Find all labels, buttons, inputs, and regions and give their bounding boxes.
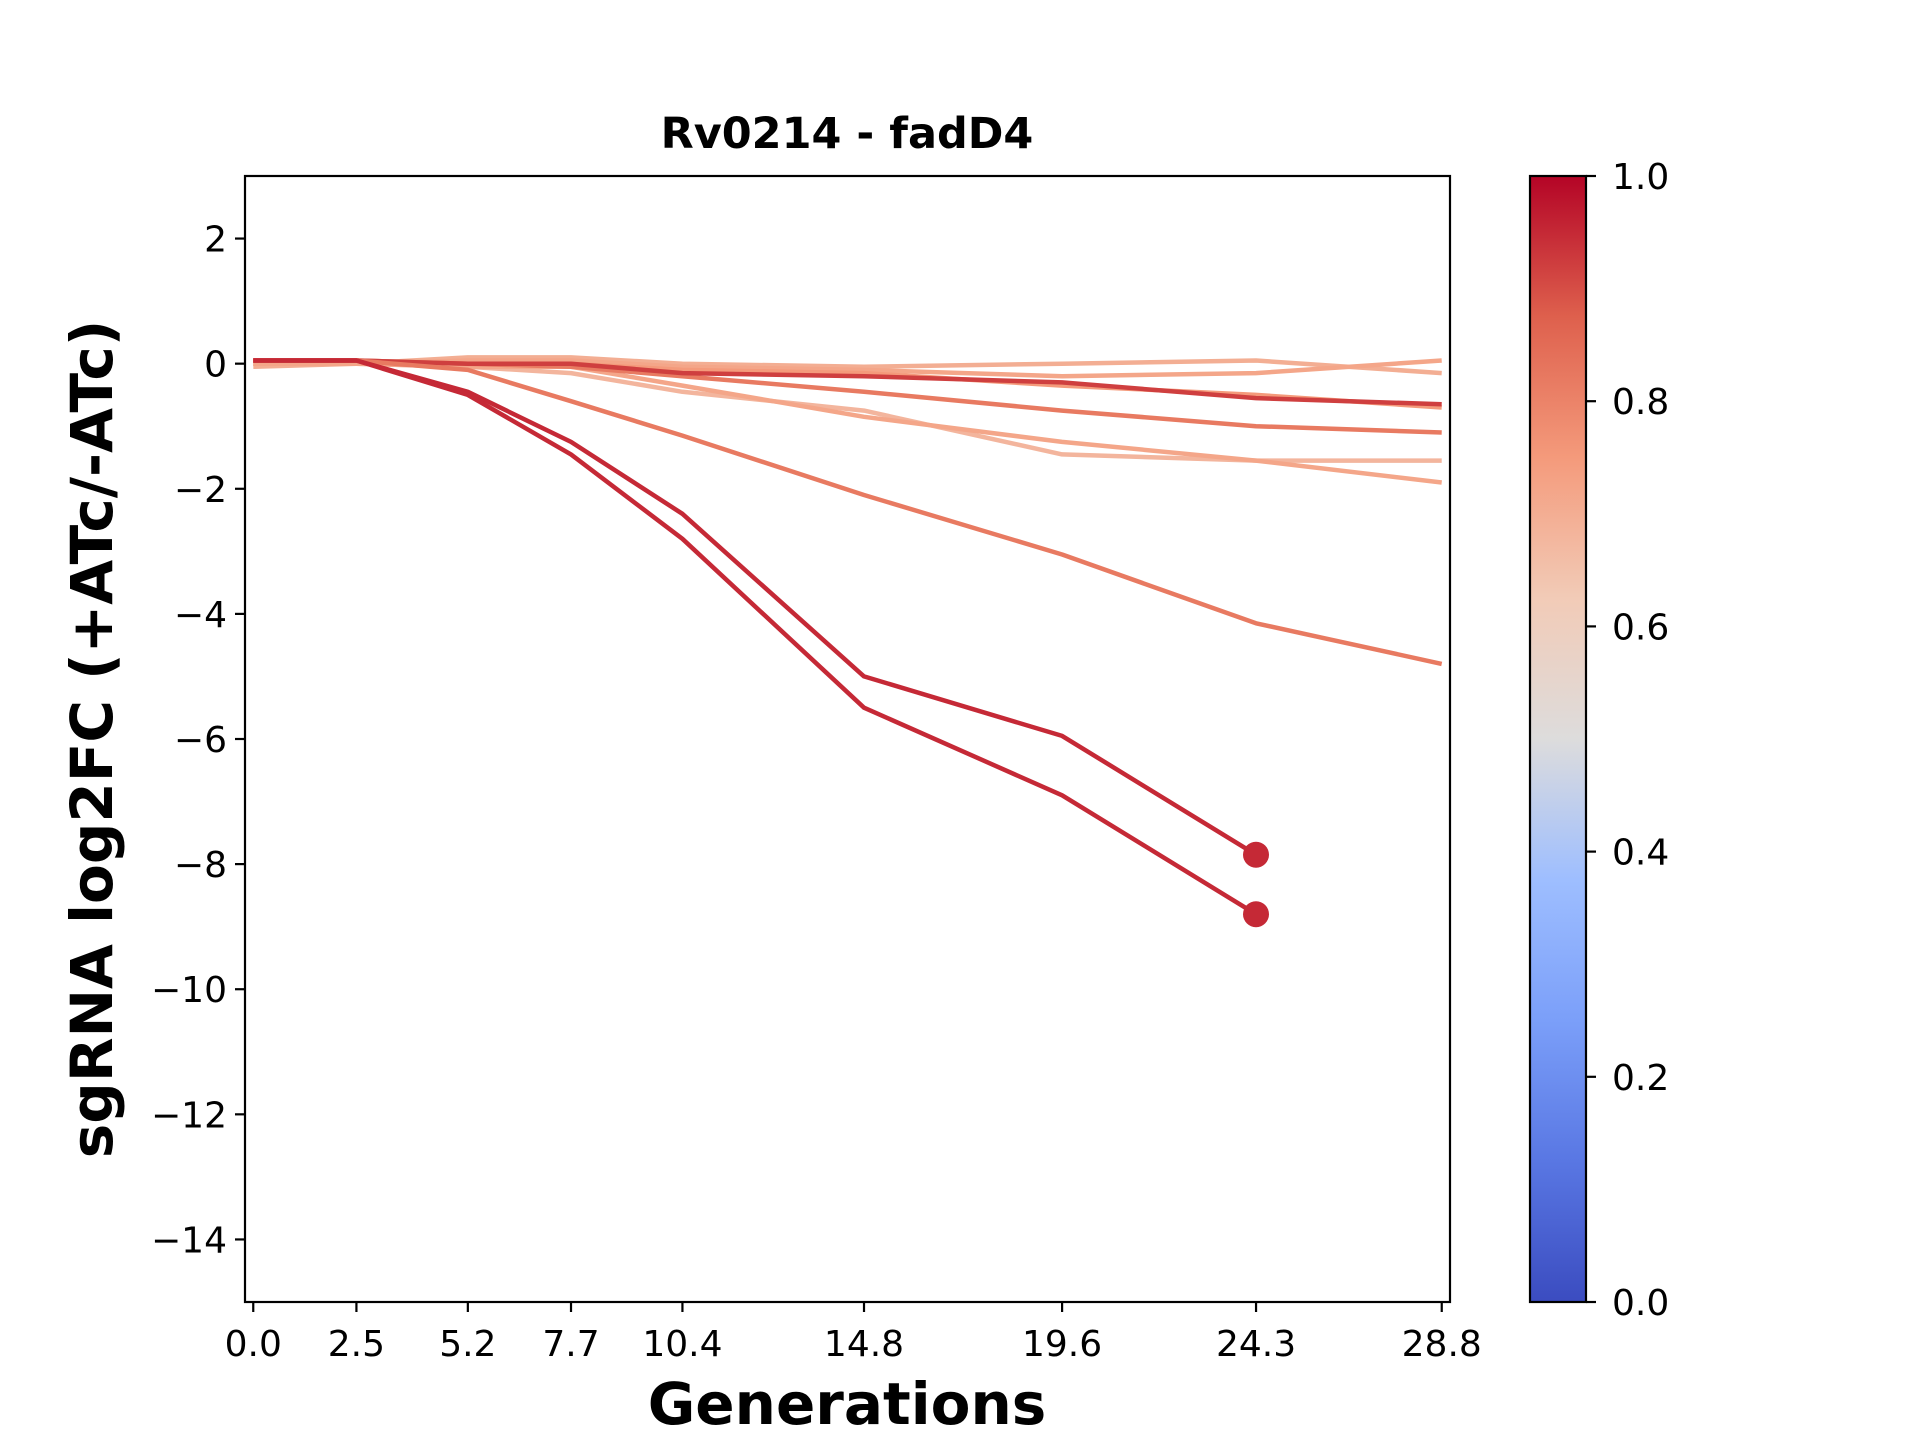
x-axis: 0.0 2.5 5.2 7.7 10.4 14.8 19.6 24.3 28.8 — [225, 1302, 1482, 1365]
x-axis-label: Generations — [648, 1370, 1047, 1438]
colorbar-tick-label: 0.6 — [1612, 607, 1669, 648]
y-tick-label: −14 — [151, 1220, 227, 1261]
series-end-marker-10 — [1243, 901, 1269, 928]
y-tick-label: −2 — [174, 470, 227, 511]
plot-frame — [243, 174, 1452, 1304]
series-layer — [253, 355, 1443, 917]
x-tick-label: 10.4 — [642, 1324, 722, 1365]
x-tick-label: 0.0 — [225, 1324, 282, 1365]
x-tick-label: 5.2 — [439, 1324, 496, 1365]
colorbar-tick-label: 0.8 — [1612, 382, 1669, 423]
x-tick-label: 28.8 — [1402, 1324, 1482, 1365]
colorbar-axis: 0.0 0.2 0.4 0.6 0.8 1.0 — [1586, 157, 1669, 1324]
colorbar-tick-label: 0.4 — [1612, 833, 1669, 874]
series-line-8 — [253, 358, 1443, 667]
y-axis-label: sgRNA log2FC (+ATc/-ATc) — [58, 320, 126, 1158]
series-line-10 — [253, 358, 1258, 917]
x-tick-label: 24.3 — [1216, 1324, 1296, 1365]
colorbar — [1530, 176, 1586, 1302]
y-tick-label: −6 — [174, 720, 227, 761]
x-tick-label: 14.8 — [824, 1324, 904, 1365]
y-axis: 2 0 −2 −4 −6 −8 −10 −12 −14 — [151, 220, 245, 1261]
y-tick-label: −4 — [174, 595, 227, 636]
y-tick-label: −8 — [174, 845, 227, 886]
colorbar-frame — [1528, 174, 1588, 1304]
x-tick-label: 7.7 — [542, 1324, 599, 1365]
y-tick-label: 2 — [204, 220, 227, 261]
y-tick-label: 0 — [204, 345, 227, 386]
colorbar-tick-label: 0.2 — [1612, 1058, 1669, 1099]
x-tick-label: 19.6 — [1022, 1324, 1102, 1365]
marker-layer — [1243, 841, 1269, 928]
y-tick-label: −10 — [151, 970, 227, 1011]
y-tick-label: −12 — [151, 1095, 227, 1136]
x-tick-label: 2.5 — [328, 1324, 385, 1365]
chart-title: Rv0214 - fadD4 — [661, 109, 1034, 159]
colorbar-tick-label: 0.0 — [1612, 1283, 1669, 1324]
series-end-marker-9 — [1243, 841, 1269, 868]
colorbar-tick-label: 1.0 — [1612, 157, 1669, 198]
